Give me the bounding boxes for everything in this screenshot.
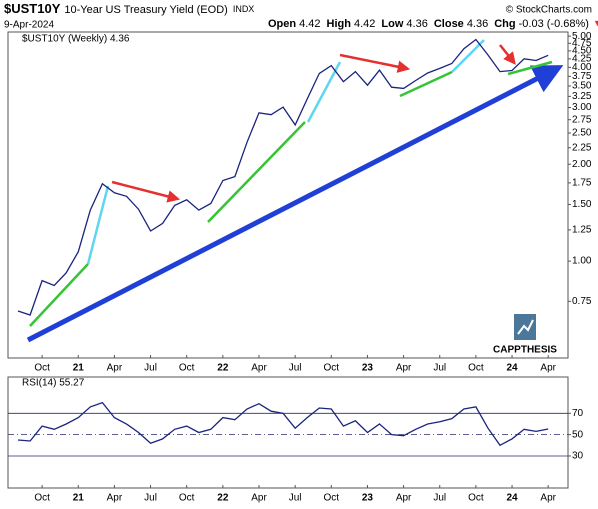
x-tick-label: Apr bbox=[107, 363, 123, 374]
symbol: $UST10Y bbox=[4, 1, 61, 16]
x-tick-label: Oct bbox=[179, 493, 195, 504]
y-tick-label: 1.75 bbox=[572, 178, 592, 189]
quote-label: Chg bbox=[494, 18, 515, 30]
support-line bbox=[399, 70, 453, 98]
y-tick-label: 3.50 bbox=[572, 81, 592, 92]
y-tick-label: 1.25 bbox=[572, 225, 592, 236]
x-tick-label: 23 bbox=[362, 493, 374, 504]
x-tick-label: Apr bbox=[251, 493, 267, 504]
y-tick-label: 1.50 bbox=[572, 199, 592, 210]
legend: $UST10Y (Weekly) 4.36 bbox=[22, 34, 130, 45]
x-tick-label: 22 bbox=[217, 493, 229, 504]
x-tick-label: Jul bbox=[144, 363, 157, 374]
x-tick-label: Oct bbox=[34, 493, 50, 504]
y-tick-label: 30 bbox=[572, 451, 584, 462]
support-line bbox=[29, 263, 89, 327]
rally-line bbox=[306, 61, 342, 123]
quote-value: 4.42 bbox=[299, 18, 320, 30]
chart-title: $UST10Y 10-Year US Treasury Yield (EOD) IN… bbox=[4, 1, 254, 16]
quote-label: Close bbox=[434, 18, 464, 30]
x-tick-label: 22 bbox=[217, 363, 229, 374]
x-tick-label: Oct bbox=[468, 363, 484, 374]
x-tick-label: 24 bbox=[506, 363, 518, 374]
down-marker: ▼ bbox=[593, 18, 598, 28]
x-tick-label: Jul bbox=[289, 363, 302, 374]
rally-line bbox=[451, 39, 485, 73]
source: © StockCharts.com bbox=[506, 5, 592, 16]
quote-value: -0.03 (-0.68%) bbox=[519, 18, 589, 30]
y-tick-label: 2.25 bbox=[572, 142, 592, 153]
y-tick-label: 4.00 bbox=[572, 62, 592, 73]
x-tick-label: Oct bbox=[34, 363, 50, 374]
series-line bbox=[17, 401, 549, 447]
y-tick-label: 2.50 bbox=[572, 128, 592, 139]
date: 9-Apr-2024 bbox=[4, 20, 54, 31]
x-tick-label: 23 bbox=[362, 363, 374, 374]
x-tick-label: Jul bbox=[289, 493, 302, 504]
annotations bbox=[26, 39, 564, 343]
x-tick-label: Apr bbox=[540, 363, 556, 374]
y-tick-label: 2.75 bbox=[572, 114, 592, 125]
y-tick-label: 1.00 bbox=[572, 256, 592, 267]
x-tick-label: Oct bbox=[179, 363, 195, 374]
y-tick-label: 5.00 bbox=[572, 31, 592, 42]
rally-line bbox=[86, 185, 110, 265]
x-tick-label: Oct bbox=[324, 493, 340, 504]
quote-value: 4.36 bbox=[406, 18, 427, 30]
x-tick-label: Apr bbox=[107, 493, 123, 504]
y-tick-label: 70 bbox=[572, 408, 584, 419]
rsi-panel bbox=[7, 376, 569, 489]
series-line bbox=[17, 38, 549, 316]
trend-arrow bbox=[26, 65, 564, 343]
support-line bbox=[507, 60, 553, 76]
x-tick-label: Apr bbox=[396, 363, 412, 374]
x-tick-label: Apr bbox=[396, 493, 412, 504]
decline-arrow bbox=[499, 44, 516, 65]
x-tick-label: Jul bbox=[433, 493, 446, 504]
logo: CAPPTHESIS bbox=[493, 314, 557, 356]
y-tick-label: 4.50 bbox=[572, 46, 592, 57]
y-tick-label: 3.25 bbox=[572, 91, 592, 102]
y-tick-label: 0.75 bbox=[572, 296, 592, 307]
x-tick-label: 21 bbox=[73, 363, 85, 374]
x-tick-label: Oct bbox=[324, 363, 340, 374]
y-tick-label: 3.00 bbox=[572, 102, 592, 113]
quote-label: High bbox=[327, 18, 352, 30]
x-tick-label: Jul bbox=[144, 493, 157, 504]
quote-label: Low bbox=[381, 18, 403, 30]
panel-title: RSI(14) 55.27 bbox=[22, 378, 85, 389]
y-tick-label: 4.25 bbox=[572, 53, 592, 64]
quote-label: Open bbox=[268, 18, 296, 30]
quote: Open 4.42 High 4.42 Low 4.36 Close 4.36 Chg -0.03… bbox=[268, 18, 598, 30]
x-tick-label: 24 bbox=[506, 493, 518, 504]
y-tick-label: 50 bbox=[572, 429, 584, 440]
y-tick-label: 4.75 bbox=[572, 38, 592, 49]
decline-arrow bbox=[111, 180, 181, 203]
decline-arrow bbox=[339, 53, 411, 73]
x-tick-label: Apr bbox=[251, 363, 267, 374]
logo-text: CAPPTHESIS bbox=[493, 345, 557, 356]
x-tick-label: Apr bbox=[540, 493, 556, 504]
x-tick-label: Oct bbox=[468, 493, 484, 504]
quote-value: 4.42 bbox=[354, 18, 375, 30]
support-line bbox=[207, 121, 306, 223]
name: 10-Year US Treasury Yield (EOD) bbox=[64, 4, 227, 16]
y-tick-label: 3.75 bbox=[572, 71, 592, 82]
y-tick-label: 2.00 bbox=[572, 159, 592, 170]
x-tick-label: 21 bbox=[73, 493, 85, 504]
exchange: INDX bbox=[233, 4, 255, 14]
quote-value: 4.36 bbox=[467, 18, 488, 30]
x-tick-label: Jul bbox=[433, 363, 446, 374]
